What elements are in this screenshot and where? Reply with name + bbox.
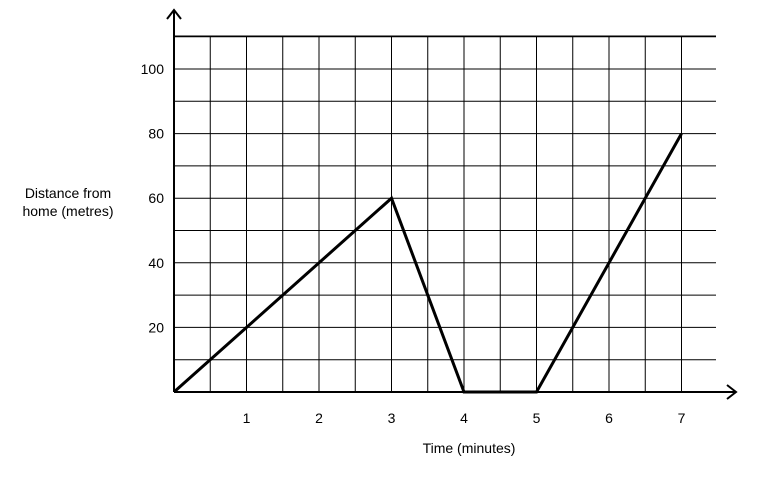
distance-line: [173, 132, 683, 394]
axes: [166, 8, 738, 400]
x-axis-arrow: [726, 384, 738, 400]
grid: [174, 35, 716, 392]
x-tick-label: 4: [460, 410, 468, 426]
x-tick-label: 3: [388, 410, 396, 426]
x-tick-label: 6: [605, 410, 613, 426]
y-tick-label: 60: [148, 190, 164, 206]
y-axis-arrow: [166, 8, 182, 20]
x-tick-label: 5: [533, 410, 541, 426]
x-tick-labels: 1 2 3 4 5 6 7: [243, 410, 686, 426]
x-axis-label: Time (minutes): [423, 440, 516, 456]
y-tick-label: 40: [148, 255, 164, 271]
x-tick-label: 2: [315, 410, 323, 426]
y-tick-labels: 20 40 60 80 100: [141, 61, 165, 335]
y-tick-label: 100: [141, 61, 165, 77]
y-axis-label: Distance from home (metres): [6, 184, 130, 220]
y-tick-label: 80: [148, 126, 164, 142]
x-tick-label: 1: [243, 410, 251, 426]
y-axis-label-line-1: Distance from: [24, 185, 112, 201]
y-axis-label-line-2: home (metres): [22, 203, 114, 219]
x-tick-label: 7: [678, 410, 686, 426]
series-layer: [173, 132, 683, 394]
y-tick-label: 20: [148, 319, 164, 335]
